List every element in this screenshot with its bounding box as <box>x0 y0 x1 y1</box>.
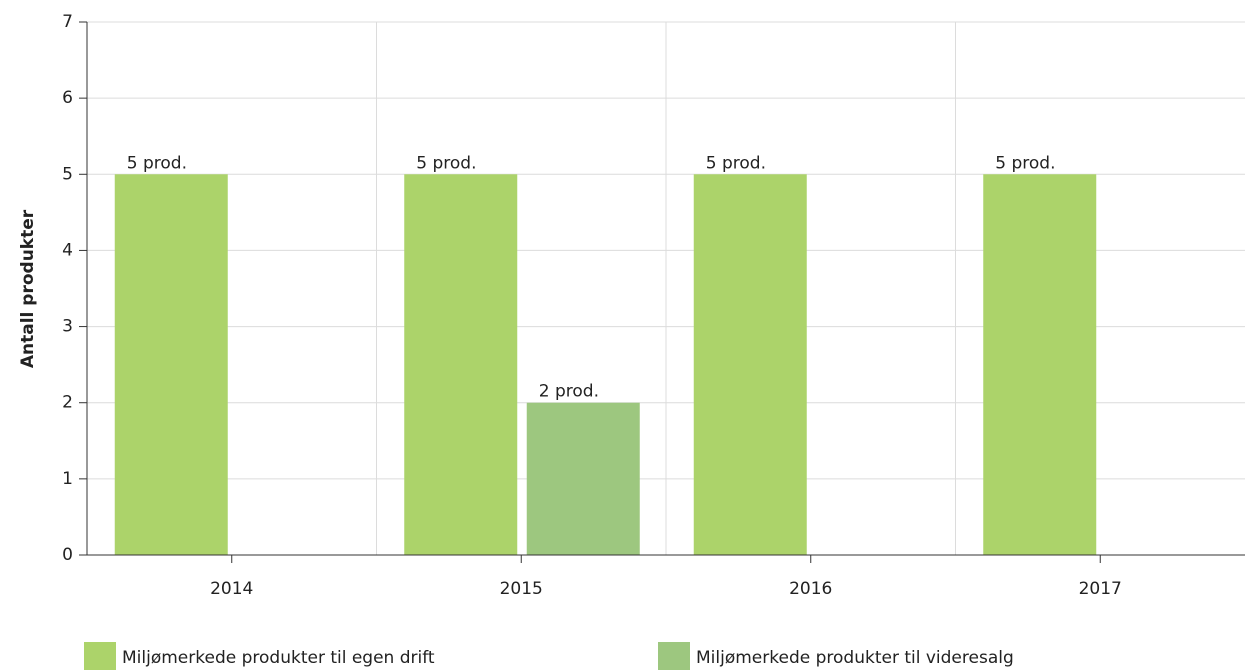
value-label: 2 prod. <box>539 382 599 402</box>
y-tick-label: 7 <box>62 12 73 32</box>
bar <box>404 174 518 556</box>
bar <box>693 174 807 556</box>
value-label: 5 prod. <box>127 153 187 173</box>
x-tick-label: 2017 <box>1079 579 1122 599</box>
value-label: 5 prod. <box>995 153 1055 173</box>
bar <box>526 402 640 555</box>
legend-swatch <box>658 642 690 670</box>
y-axis-label: Antall produkter <box>18 209 38 368</box>
x-tick-label: 2014 <box>210 579 253 599</box>
y-tick-label: 4 <box>62 240 73 260</box>
bar <box>114 174 228 556</box>
y-tick-label: 5 <box>62 164 73 184</box>
bar <box>983 174 1097 556</box>
y-tick-label: 3 <box>62 317 73 337</box>
x-tick-label: 2016 <box>789 579 832 599</box>
value-label: 5 prod. <box>416 153 476 173</box>
value-label: 5 prod. <box>706 153 766 173</box>
y-tick-label: 6 <box>62 88 73 108</box>
y-tick-label: 2 <box>62 393 73 413</box>
x-tick-label: 2015 <box>500 579 543 599</box>
legend-label: Miljømerkede produkter til egen drift <box>122 648 435 668</box>
y-tick-label: 0 <box>62 545 73 565</box>
y-tick-label: 1 <box>62 469 73 489</box>
legend-label: Miljømerkede produkter til videresalg <box>696 648 1014 668</box>
legend-swatch <box>84 642 116 670</box>
